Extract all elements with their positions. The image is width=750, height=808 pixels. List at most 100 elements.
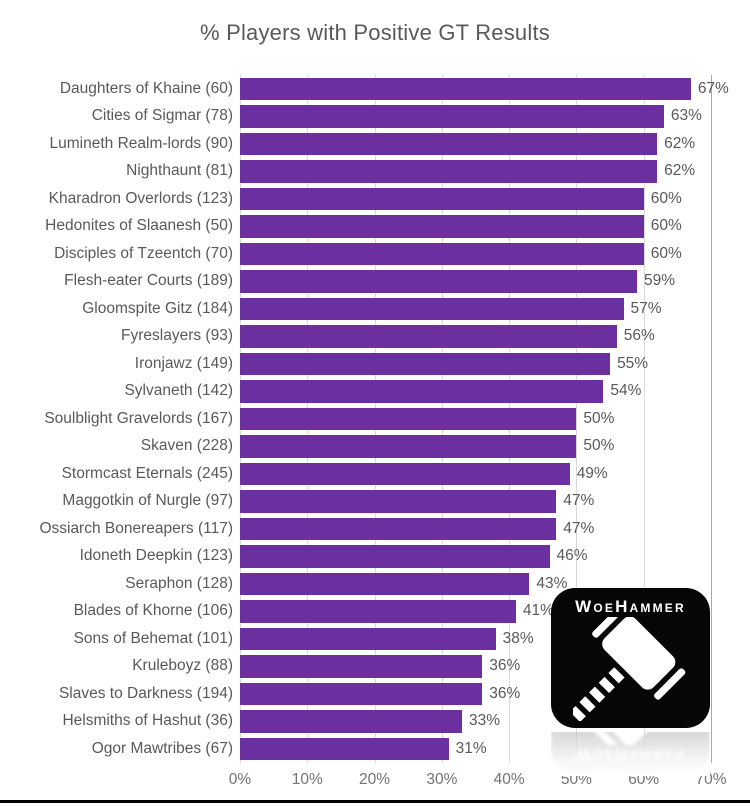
value-label: 50% [583,409,615,427]
bar-row: Flesh-eater Courts (189) 59% [0,268,750,296]
bar [240,132,658,155]
value-label: 63% [670,107,702,125]
value-label: 41% [522,602,554,620]
value-label: 36% [489,657,521,675]
bar [240,215,644,238]
value-label: 46% [556,547,588,565]
bar [240,352,611,375]
value-label: 55% [617,354,649,372]
category-label: Kruleboyz (88) [132,657,233,675]
bar [240,160,658,183]
value-label: 54% [610,382,642,400]
category-label: Maggotkin of Nurgle (97) [62,492,233,510]
value-label: 56% [623,327,655,345]
category-label: Kharadron Overlords (123) [48,189,233,207]
bar [240,572,530,595]
bar [240,737,449,760]
bar-row: Nighthaunt (81) 62% [0,158,750,186]
bar-row: Soulblight Gravelords (167) 50% [0,405,750,433]
bar [240,77,691,100]
value-label: 31% [455,739,487,757]
gridline [576,75,578,763]
x-axis-tick-label: 40% [493,771,525,788]
category-label: Skaven (228) [140,437,233,455]
value-label: 60% [650,244,682,262]
bar-row: Idoneth Deepkin (123) 46% [0,543,750,571]
woehammer-logo: WoeHammer [551,588,710,728]
bar [240,270,637,293]
bar [240,325,617,348]
value-label: 33% [469,712,501,730]
category-label: Slaves to Darkness (194) [58,684,233,702]
bar-row: Cities of Sigmar (78) 63% [0,103,750,131]
value-label: 60% [650,217,682,235]
bar [240,490,557,513]
bar [240,462,570,485]
category-label: Blades of Khorne (106) [73,602,233,620]
bar [240,600,516,623]
bar [240,297,624,320]
value-label: 50% [583,437,615,455]
logo-reflection-fade [551,732,710,776]
bar-row: Kharadron Overlords (123) 60% [0,185,750,213]
bar [240,710,463,733]
bar-row: Daughters of Khaine (60) 67% [0,75,750,103]
category-label: Sylvaneth (142) [124,382,233,400]
value-label: 49% [576,464,608,482]
bar-row: Blades of Khorne (106) 41% [0,598,750,626]
value-label: 57% [630,299,662,317]
category-label: Ossiarch Bonereapers (117) [39,519,233,537]
category-label: Flesh-eater Courts (189) [64,272,233,290]
category-label: Nighthaunt (81) [126,162,233,180]
bar [240,627,496,650]
category-label: Helsmiths of Hashut (36) [62,712,233,730]
bottom-border-line [0,800,750,803]
bar [240,435,577,458]
bar-row: Gloomspite Gitz (184) 57% [0,295,750,323]
bar [240,407,577,430]
bar-row: Helsmiths of Hashut (36) 33% [0,708,750,736]
category-label: Lumineth Realm-lords (90) [49,134,234,152]
x-axis-tick-label: 10% [291,771,323,788]
gridline [711,75,712,763]
value-label: 43% [536,574,568,592]
bar-row: Sons of Behemat (101) 38% [0,625,750,653]
bar-row: Hedonites of Slaanesh (50) 60% [0,213,750,241]
category-label: Ogor Mawtribes (67) [91,739,233,757]
bar-row: Disciples of Tzeentch (70) 60% [0,240,750,268]
value-label: 36% [489,684,521,702]
category-label: Cities of Sigmar (78) [91,107,233,125]
bar-row: Ogor Mawtribes (67) 31% [0,735,750,763]
bar [240,655,483,678]
category-label: Seraphon (128) [125,574,233,592]
bar-row: Fyreslayers (93) 56% [0,323,750,351]
bar-row: Lumineth Realm-lords (90) 62% [0,130,750,158]
category-label: Gloomspite Gitz (184) [82,299,233,317]
x-axis-tick-label: 0% [228,771,252,788]
category-label: Daughters of Khaine (60) [59,79,233,97]
hammer-icon [572,617,685,721]
category-label: Soulblight Gravelords (167) [44,409,233,427]
plot-area: Daughters of Khaine (60) 67% Cities of Sig… [0,75,750,763]
bar-row: Kruleboyz (88) 36% [0,653,750,681]
bar-row: Sylvaneth (142) 54% [0,378,750,406]
bar-row: Ossiarch Bonereapers (117) 47% [0,515,750,543]
x-axis-tick-label: 20% [359,771,391,788]
value-label: 38% [502,629,534,647]
category-label: Sons of Behemat (101) [73,629,233,647]
value-label: 59% [643,272,676,290]
value-label: 47% [563,519,595,537]
value-label: 62% [664,162,696,180]
value-label: 62% [664,134,696,152]
bar-row: Slaves to Darkness (194) 36% [0,680,750,708]
bar [240,545,550,568]
bar [240,187,644,210]
category-label: Idoneth Deepkin (123) [79,547,233,565]
bar-row: Maggotkin of Nurgle (97) 47% [0,488,750,516]
bar-row: Stormcast Eternals (245) 49% [0,460,750,488]
chart-title: % Players with Positive GT Results [200,20,550,45]
category-label: Ironjawz (149) [134,354,233,372]
bar [240,517,557,540]
value-label: 67% [697,79,729,97]
